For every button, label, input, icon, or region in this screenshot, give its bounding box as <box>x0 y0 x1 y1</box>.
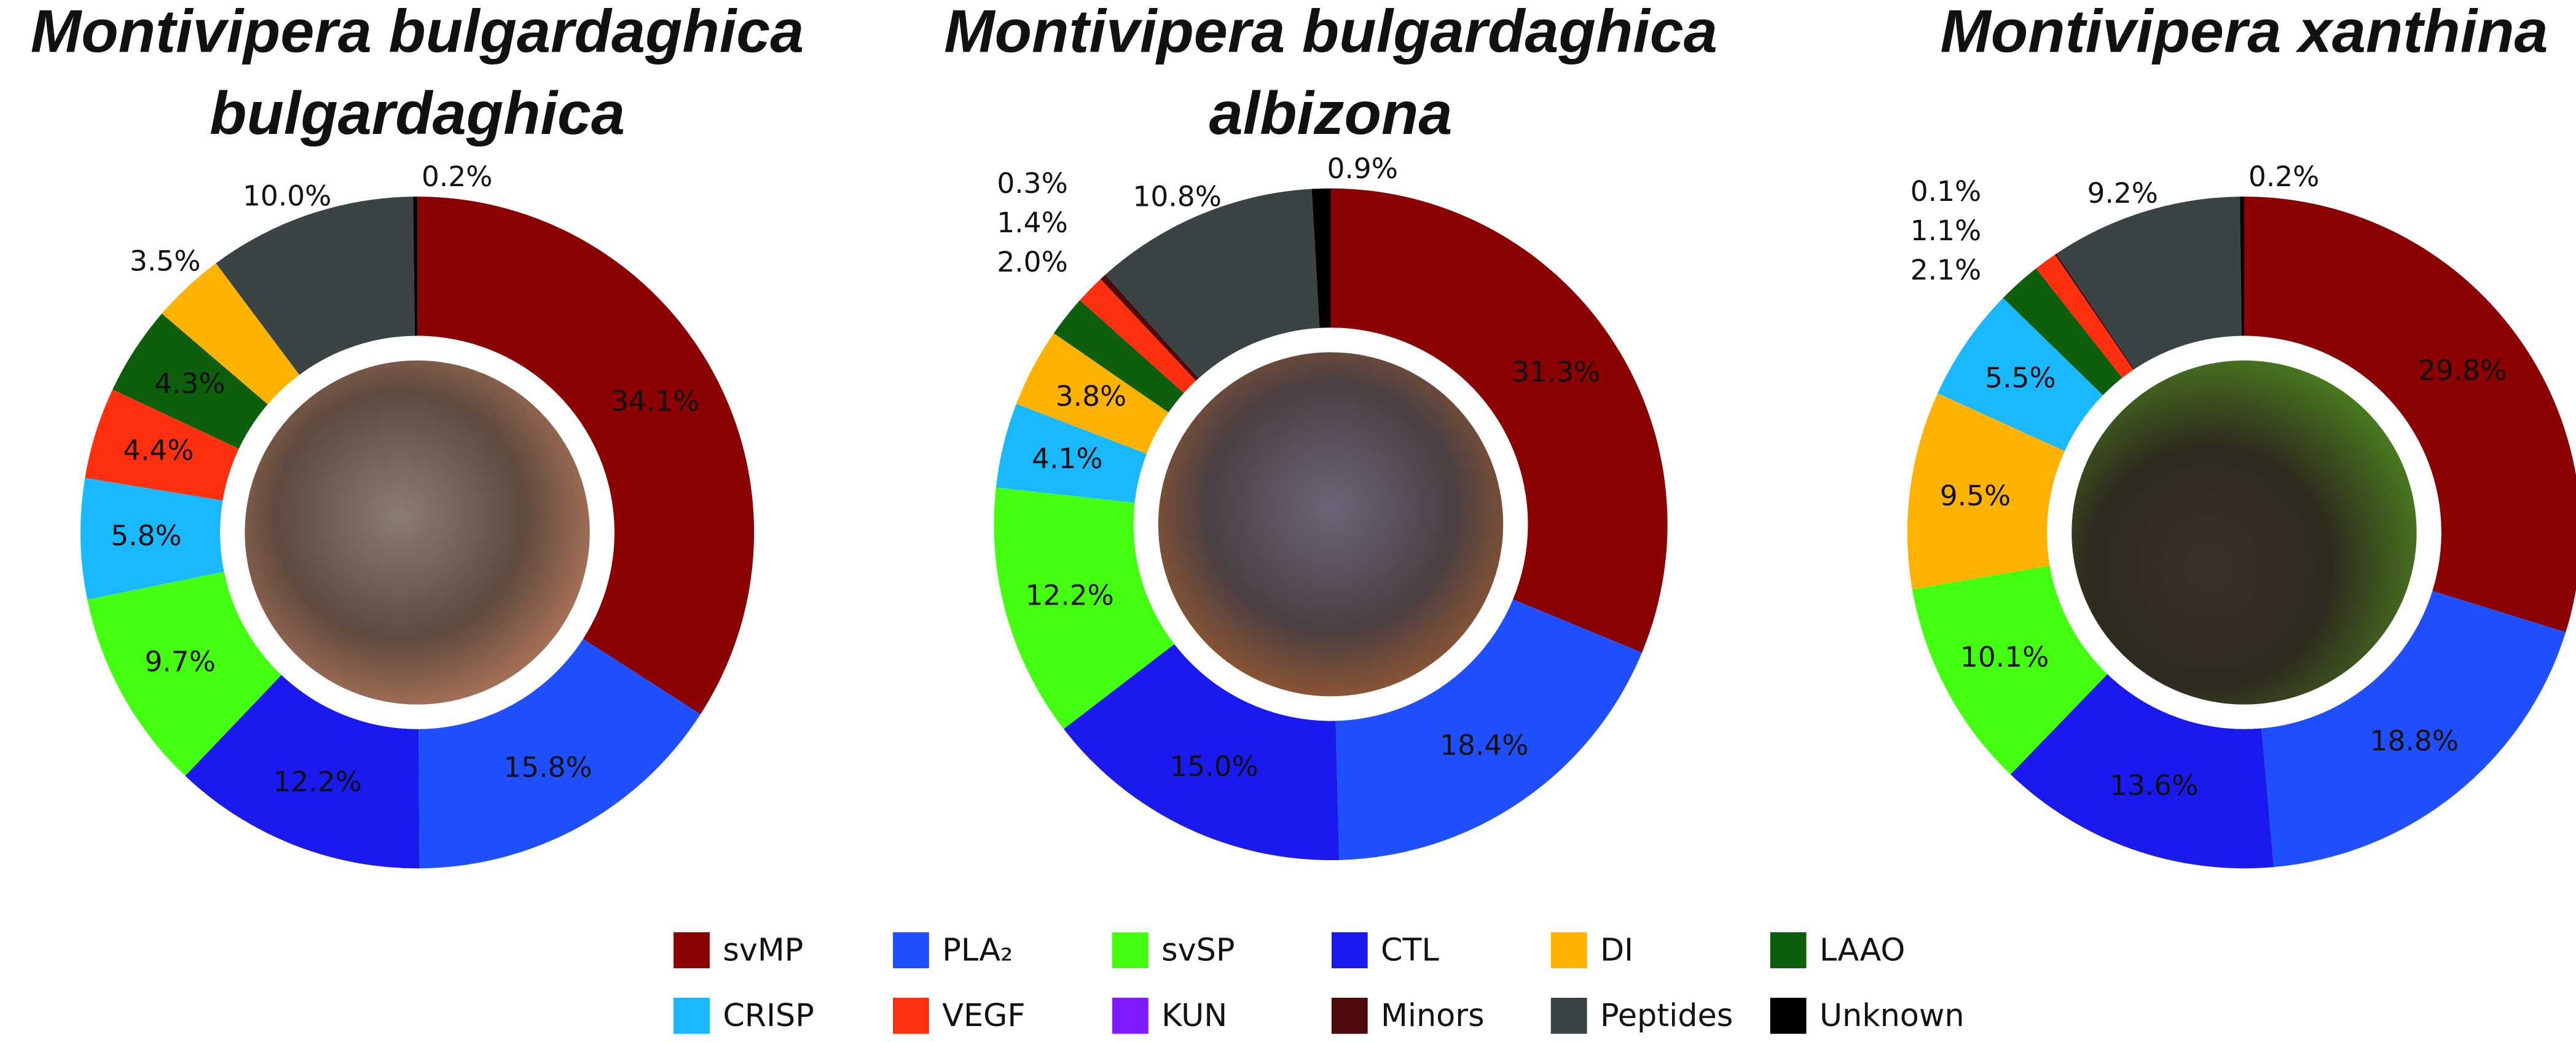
chart-title: albizona <box>1209 79 1453 147</box>
chart-title: Montivipera xanthina <box>1940 0 2548 65</box>
slice-label: 3.8% <box>1056 380 1126 412</box>
pie-slice <box>413 197 418 336</box>
pie-slice <box>112 313 268 449</box>
slice-label: 10.1% <box>1960 641 2049 673</box>
legend-label: LAAO <box>1820 931 1905 968</box>
slice-label: 34.1% <box>611 385 699 417</box>
pie-slice <box>1063 644 1340 860</box>
slice-label: 10.8% <box>1133 180 1222 213</box>
pie-slice <box>185 675 420 869</box>
legend-label: CRISP <box>723 997 814 1033</box>
pie-slice <box>1311 188 1331 328</box>
slice-label: 2.0% <box>997 246 1067 278</box>
snake-photo <box>1158 352 1504 697</box>
pie-slice <box>85 389 239 501</box>
legend-label: Peptides <box>1600 997 1733 1033</box>
pie-slice <box>995 404 1147 503</box>
legend-label: KUN <box>1161 997 1227 1033</box>
slice-label: 9.5% <box>1940 480 2011 512</box>
legend-label: DI <box>1600 931 1633 968</box>
legend-swatch <box>673 932 710 968</box>
pie-slice <box>1053 300 1184 413</box>
legend-label: svSP <box>1161 931 1235 968</box>
legend-swatch <box>893 998 929 1034</box>
pie-slice <box>1912 565 2108 775</box>
pie-slice <box>417 197 755 715</box>
legend-swatch <box>673 998 710 1034</box>
slice-label: 15.8% <box>503 751 592 784</box>
slice-label: 4.3% <box>154 367 225 400</box>
slice-label: 3.5% <box>130 245 200 278</box>
pie-slice <box>1105 189 1320 378</box>
legend-label: svMP <box>723 931 803 968</box>
chart-title: bulgardaghica <box>210 79 625 147</box>
chart-title: Montivipera bulgardaghica <box>944 0 1718 65</box>
slice-label: 0.3% <box>997 167 1067 200</box>
pie-slice <box>1100 275 1199 381</box>
pie-slice <box>87 571 281 776</box>
slice-label: 1.4% <box>997 206 1067 239</box>
legend-label: VEGF <box>942 997 1025 1033</box>
pie-slice <box>2261 590 2566 868</box>
legend-swatch <box>893 932 929 968</box>
slice-label: 10.0% <box>243 180 331 213</box>
slice-label: 29.8% <box>2418 354 2507 386</box>
slice-label: 0.2% <box>2248 160 2319 193</box>
slice-label: 18.4% <box>1440 729 1528 762</box>
slice-label: 12.2% <box>273 766 362 798</box>
pie-slice <box>2010 674 2274 869</box>
slice-label: 0.1% <box>1910 175 1981 208</box>
slice-label: 5.5% <box>1985 362 2056 394</box>
snake-photo <box>2071 360 2417 705</box>
slice-label: 9.7% <box>144 645 215 678</box>
slice-label: 1.1% <box>1910 214 1981 247</box>
pie-slice <box>418 638 701 869</box>
legend-swatch <box>1550 998 1587 1034</box>
legend-label: CTL <box>1381 931 1439 968</box>
slice-label: 9.2% <box>2087 177 2158 210</box>
pie-slice <box>2244 197 2576 633</box>
slice-label: 4.4% <box>123 434 194 467</box>
pie-slice <box>994 487 1175 729</box>
legend-swatch <box>1331 932 1368 968</box>
slice-label: 0.2% <box>422 160 492 193</box>
legend-swatch <box>1331 998 1368 1034</box>
legend-label: Minors <box>1381 997 1485 1033</box>
pie-slice <box>216 197 415 375</box>
legend-swatch <box>1112 932 1149 968</box>
legend-swatch <box>1770 932 1807 968</box>
legend-label: PLA₂ <box>942 931 1013 968</box>
legend-label: Unknown <box>1820 997 1965 1033</box>
pie-slice <box>162 263 300 405</box>
slice-label: 15.0% <box>1169 750 1258 783</box>
pie-slice <box>1330 188 1668 653</box>
legend-swatch <box>1550 932 1587 968</box>
slice-label: 18.8% <box>2370 725 2459 758</box>
pie-slice <box>80 477 224 600</box>
pie-slice <box>1335 599 1643 860</box>
pie-slice <box>1016 333 1169 454</box>
legend-swatch <box>1112 998 1149 1034</box>
pie-slice <box>1080 279 1196 393</box>
pie-slice <box>2056 197 2242 369</box>
pie-slice <box>1938 298 2103 452</box>
legend-swatch <box>1770 998 1807 1034</box>
slice-label: 0.9% <box>1327 152 1397 185</box>
chart-title: Montivipera bulgardaghica <box>31 0 804 65</box>
slice-label: 31.3% <box>1512 356 1600 388</box>
pie-slice <box>2036 254 2134 378</box>
pie-slice <box>1907 393 2065 589</box>
snake-photo <box>245 360 590 705</box>
slice-label: 4.1% <box>1032 442 1102 475</box>
pie-slice <box>2054 253 2135 370</box>
slice-label: 5.8% <box>111 519 181 552</box>
slice-label: 12.2% <box>1026 579 1114 611</box>
slice-label: 2.1% <box>1910 254 1981 286</box>
pie-slice <box>2003 268 2122 396</box>
slice-label: 13.6% <box>2110 769 2198 802</box>
pie-slice <box>2240 197 2244 336</box>
